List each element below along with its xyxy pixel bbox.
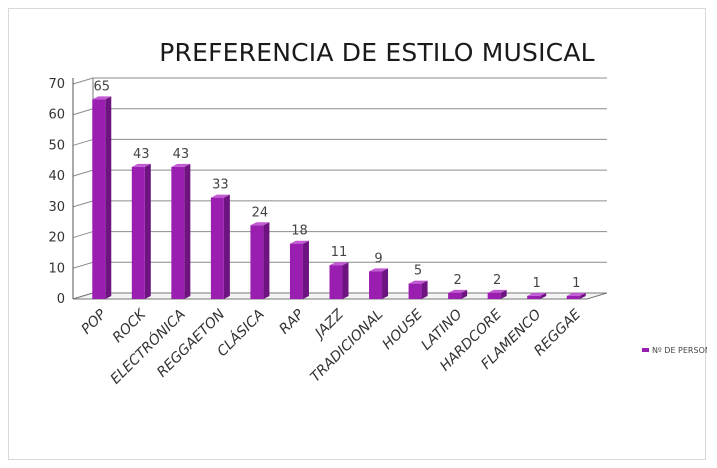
bar-top xyxy=(487,289,507,293)
gridline-depth xyxy=(72,200,94,208)
bar-side xyxy=(144,163,151,299)
data-label: 11 xyxy=(331,245,348,260)
gridline-depth xyxy=(72,108,94,116)
bar-top xyxy=(369,268,389,272)
bar-top xyxy=(92,96,112,100)
bar xyxy=(92,96,112,299)
bar-top xyxy=(527,292,547,296)
bar-front xyxy=(250,225,264,299)
y-tick-label: 20 xyxy=(48,231,65,246)
y-tick-label: 30 xyxy=(48,200,65,215)
bar-side xyxy=(540,292,547,299)
bar-front xyxy=(408,283,422,299)
bar-top xyxy=(210,194,230,198)
bar xyxy=(448,289,468,299)
bar-front xyxy=(527,295,541,299)
bar-side xyxy=(421,280,428,299)
y-tick-label: 50 xyxy=(48,138,65,153)
data-label: 1 xyxy=(572,276,580,291)
data-label: 2 xyxy=(453,273,461,288)
y-tick-label: 40 xyxy=(48,169,65,184)
bar xyxy=(171,163,191,299)
data-label: 1 xyxy=(533,276,541,291)
bar-top xyxy=(329,262,349,266)
bar-top xyxy=(408,280,428,284)
data-label: 2 xyxy=(493,273,501,288)
gridline-depth xyxy=(72,169,94,177)
bar xyxy=(329,262,349,299)
data-label: 24 xyxy=(252,205,269,220)
bar-side xyxy=(105,96,112,299)
bar-top xyxy=(448,289,468,293)
data-label: 5 xyxy=(414,264,422,279)
bar-side xyxy=(579,292,586,299)
bar-front xyxy=(329,265,343,299)
legend-label: Nº DE PERSONAS xyxy=(652,346,707,355)
bar-top xyxy=(250,222,270,226)
y-tick-label: 70 xyxy=(48,77,65,92)
gridline-depth xyxy=(72,261,94,269)
bar-side xyxy=(382,268,389,299)
data-label: 65 xyxy=(93,79,110,94)
chart-title: PREFERENCIA DE ESTILO MUSICAL xyxy=(159,38,595,67)
gridline-depth xyxy=(72,77,94,85)
y-tick-label: 10 xyxy=(48,261,65,276)
y-tick-label: 0 xyxy=(57,292,65,307)
bar-front xyxy=(92,99,106,299)
bar xyxy=(289,240,309,299)
bar-front xyxy=(369,271,383,299)
legend-swatch xyxy=(642,348,649,352)
bar-side xyxy=(223,194,230,299)
bar-front xyxy=(487,292,501,299)
bar-top xyxy=(171,163,191,167)
bars xyxy=(92,96,586,299)
bar-front xyxy=(210,197,224,299)
bar-side xyxy=(342,262,349,299)
x-tick-label: HOUSE xyxy=(380,306,426,352)
bar-top xyxy=(289,240,309,244)
x-tick-label: JAZZ xyxy=(310,306,347,343)
bar xyxy=(250,222,270,299)
data-label: 33 xyxy=(212,178,229,193)
x-tick-label: TRADICIONAL xyxy=(307,307,386,386)
bar xyxy=(210,194,230,299)
bar-side xyxy=(500,289,507,299)
data-label: 43 xyxy=(133,147,150,162)
legend: Nº DE PERSONAS xyxy=(642,346,707,355)
gridline-depth xyxy=(72,138,94,146)
gridline-depth xyxy=(72,231,94,239)
y-tick-label: 60 xyxy=(48,108,65,123)
bar xyxy=(131,163,151,299)
data-label: 43 xyxy=(173,147,190,162)
bar-side xyxy=(263,222,270,299)
bar-front xyxy=(448,292,462,299)
bar-side xyxy=(302,240,309,299)
data-label: 18 xyxy=(291,224,308,239)
bar-front xyxy=(566,295,580,299)
bar-top xyxy=(566,292,586,296)
chart-frame: PREFERENCIA DE ESTILO MUSICAL 0 10 20 30 40 5… xyxy=(8,8,707,460)
bar xyxy=(566,292,586,299)
bar-front xyxy=(131,166,145,299)
data-label: 9 xyxy=(374,251,382,266)
bar-side xyxy=(184,163,191,299)
bar xyxy=(527,292,547,299)
bar xyxy=(408,280,428,299)
bar-front xyxy=(171,166,185,299)
bar-top xyxy=(131,163,151,167)
bar xyxy=(369,268,389,299)
bar xyxy=(487,289,507,299)
bar-side xyxy=(461,289,468,299)
bar-chart: PREFERENCIA DE ESTILO MUSICAL 0 10 20 30 40 5… xyxy=(48,38,707,388)
bar-front xyxy=(289,243,303,299)
x-tick-label: RAP xyxy=(276,306,307,337)
x-tick-label: POP xyxy=(79,306,110,337)
